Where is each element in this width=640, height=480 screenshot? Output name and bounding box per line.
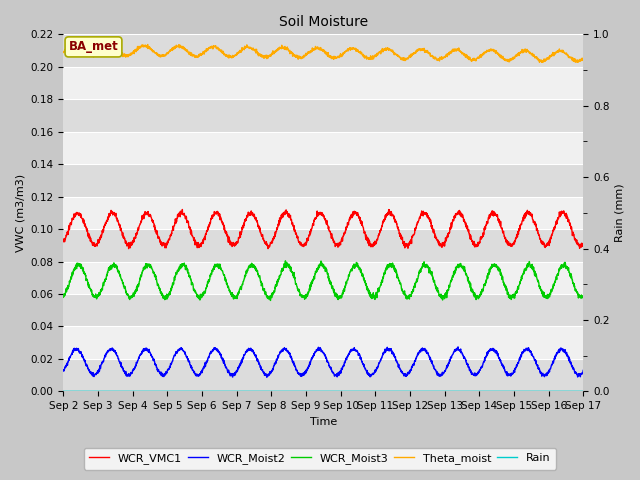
Theta_moist — [339, 52, 346, 58]
Theta_moist — [474, 55, 482, 61]
Rain — [579, 388, 587, 394]
WCR_Moist2 — [60, 368, 67, 374]
WCR_Moist2 — [263, 374, 271, 380]
WCR_VMC1 — [339, 238, 346, 244]
WCR_Moist3 — [60, 294, 67, 300]
WCR_Moist2 — [205, 355, 212, 360]
Line: WCR_VMC1: WCR_VMC1 — [63, 209, 583, 249]
WCR_Moist3 — [282, 258, 289, 264]
Bar — [63, 164, 583, 197]
WCR_VMC1 — [548, 231, 556, 237]
WCR_Moist2 — [475, 369, 483, 374]
Bar — [63, 197, 583, 229]
Line: WCR_Moist2: WCR_Moist2 — [63, 347, 583, 377]
X-axis label: Time: Time — [310, 417, 337, 427]
Bar — [63, 132, 583, 164]
WCR_VMC1 — [60, 238, 67, 243]
Theta_moist — [349, 45, 357, 51]
Theta_moist — [60, 49, 67, 55]
Bar — [63, 326, 583, 359]
WCR_Moist3 — [548, 288, 556, 294]
Title: Soil Moisture: Soil Moisture — [279, 15, 368, 29]
WCR_Moist3 — [534, 278, 541, 284]
WCR_VMC1 — [205, 224, 212, 230]
Legend: WCR_VMC1, WCR_Moist2, WCR_Moist3, Theta_moist, Rain: WCR_VMC1, WCR_Moist2, WCR_Moist3, Theta_… — [84, 448, 556, 469]
WCR_Moist2 — [454, 344, 462, 350]
Line: WCR_Moist3: WCR_Moist3 — [63, 261, 583, 300]
Y-axis label: VWC (m3/m3): VWC (m3/m3) — [15, 174, 25, 252]
Theta_moist — [105, 41, 113, 47]
WCR_Moist3 — [267, 298, 275, 303]
Rain — [205, 388, 212, 394]
WCR_VMC1 — [350, 209, 358, 215]
Rain — [533, 388, 541, 394]
Bar — [63, 67, 583, 99]
Rain — [548, 388, 556, 394]
WCR_Moist3 — [579, 293, 587, 299]
WCR_Moist2 — [339, 366, 346, 372]
WCR_VMC1 — [125, 246, 132, 252]
WCR_Moist3 — [339, 290, 346, 296]
Theta_moist — [205, 45, 212, 51]
WCR_Moist2 — [579, 368, 587, 373]
WCR_Moist3 — [475, 296, 483, 301]
Theta_moist — [534, 56, 541, 61]
WCR_Moist3 — [205, 280, 212, 286]
Y-axis label: Rain (mm): Rain (mm) — [615, 183, 625, 242]
WCR_Moist2 — [548, 362, 556, 368]
WCR_Moist2 — [349, 347, 357, 353]
Theta_moist — [574, 60, 582, 65]
Bar — [63, 35, 583, 67]
Rain — [60, 388, 67, 394]
Bar — [63, 359, 583, 391]
WCR_VMC1 — [179, 206, 186, 212]
WCR_VMC1 — [534, 228, 541, 233]
Theta_moist — [548, 51, 556, 57]
Text: BA_met: BA_met — [68, 40, 118, 53]
Bar — [63, 99, 583, 132]
WCR_Moist3 — [350, 265, 358, 271]
Rain — [338, 388, 346, 394]
WCR_VMC1 — [475, 242, 483, 248]
Line: Theta_moist: Theta_moist — [63, 44, 583, 62]
Bar — [63, 294, 583, 326]
Bar — [63, 229, 583, 262]
Bar — [63, 262, 583, 294]
Rain — [349, 388, 357, 394]
Rain — [474, 388, 482, 394]
WCR_Moist2 — [534, 362, 541, 368]
WCR_VMC1 — [579, 242, 587, 248]
Theta_moist — [579, 55, 587, 61]
